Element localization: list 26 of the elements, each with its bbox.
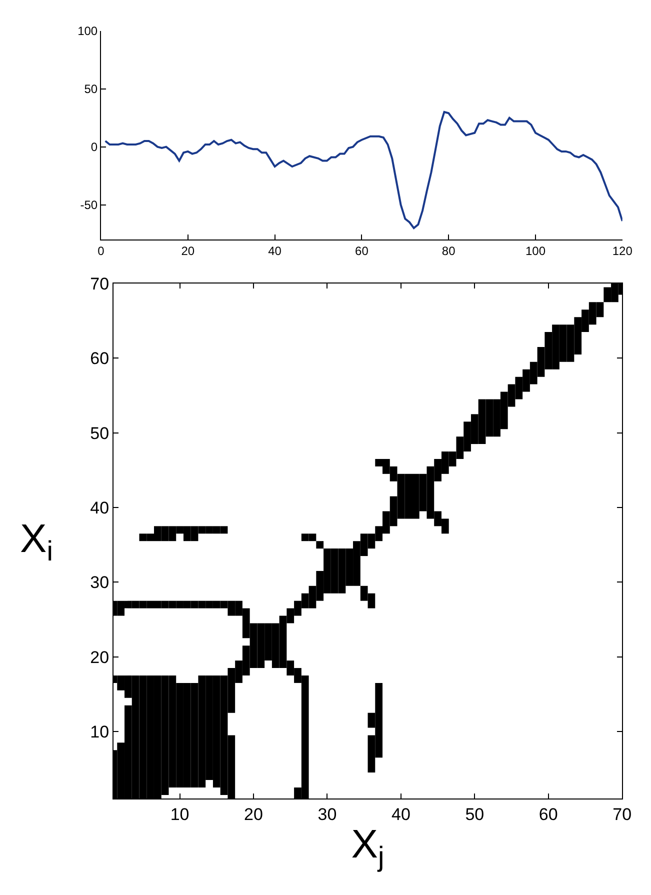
x-tick-label: 20 — [181, 244, 195, 258]
x-tick-label: 50 — [465, 805, 484, 824]
y-tick-label: 100 — [78, 24, 98, 38]
y-tick-label: 50 — [90, 424, 110, 443]
y-tick-label: 20 — [90, 648, 110, 667]
y-tick-label: 30 — [90, 573, 110, 592]
x-tick-label: 80 — [442, 244, 456, 258]
x-tick-label: 30 — [318, 805, 337, 824]
y-tick-label: 70 — [90, 274, 110, 294]
y-tick-label: 10 — [90, 722, 110, 742]
y-axis-title: X$_{i}$ — [20, 517, 53, 566]
x-tick-label: 60 — [355, 244, 369, 258]
y-tick-label: 0 — [90, 140, 98, 154]
x-tick-label: 60 — [538, 805, 558, 824]
x-tick-label: 70 — [612, 805, 632, 824]
x-tick-label: 20 — [244, 805, 263, 824]
x-tick-label: 120 — [612, 244, 633, 258]
x-axis-title: X$_{j}$ — [351, 822, 384, 872]
x-tick-label: 100 — [525, 244, 546, 258]
y-tick-label: -50 — [80, 198, 98, 212]
y-tick-label: 60 — [90, 349, 110, 368]
y-tick-label: 50 — [84, 82, 98, 96]
x-tick-label: 40 — [391, 805, 410, 824]
x-tick-label: 10 — [170, 805, 190, 824]
y-tick-label: 40 — [90, 498, 110, 518]
x-tick-label: 40 — [268, 244, 282, 258]
